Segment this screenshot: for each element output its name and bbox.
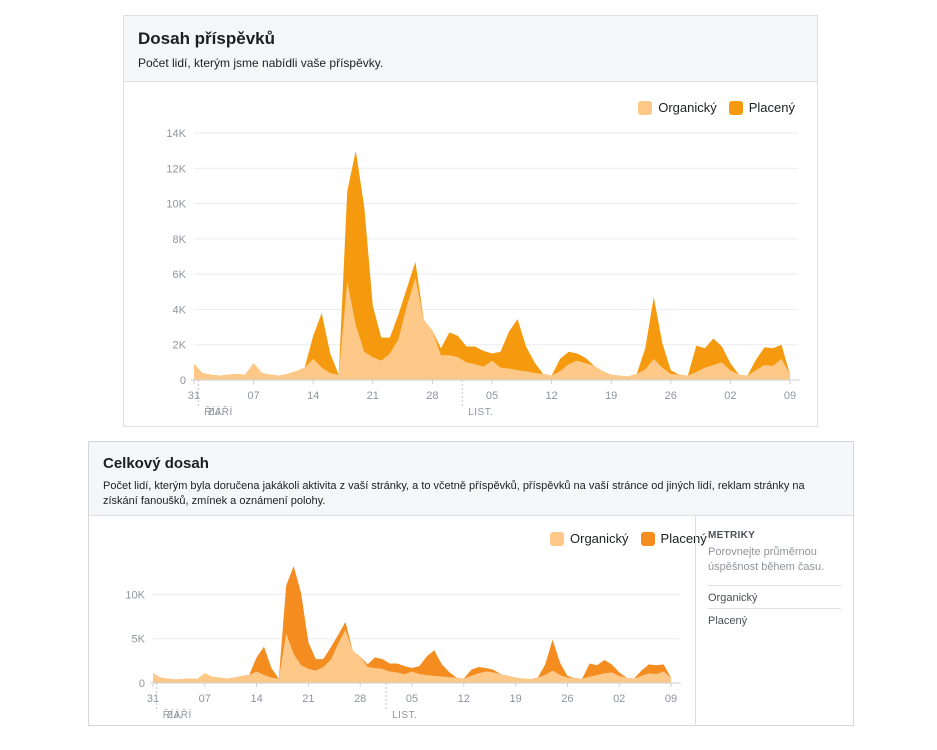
x-tick-label: 05	[486, 390, 498, 402]
y-tick-label: 14K	[166, 128, 186, 140]
y-tick-label: 0	[139, 678, 145, 690]
series-area-paid[interactable]	[153, 566, 671, 683]
x-tick-label: 21	[302, 693, 314, 705]
x-tick-label: 09	[784, 390, 796, 402]
series-area-paid[interactable]	[194, 150, 790, 380]
metrics-heading: METRIKY	[708, 530, 756, 541]
y-tick-label: 2K	[173, 340, 187, 352]
legend-swatch-paid	[640, 531, 655, 546]
month-label: ZÁŘÍ	[167, 708, 192, 721]
x-tick-label: 19	[509, 693, 521, 705]
post-reach-chart[interactable]: 0 2K 4K 6K 8K 10K 12K 14K 31 07 14 21 28 05 12 19 26 02 09…	[124, 16, 817, 426]
x-tick-label: 12	[458, 693, 470, 705]
x-tick-label: 14	[250, 693, 262, 705]
x-tick-label: 02	[613, 693, 625, 705]
x-tick-label: 12	[545, 390, 557, 402]
legend-swatch-organic	[550, 531, 564, 546]
legend-paid[interactable]: Placený	[728, 100, 795, 115]
panel-header: Dosah příspěvků Počet lidí, kterým jsme …	[124, 16, 817, 82]
legend-label-paid: Placený	[748, 100, 795, 115]
x-tick-label: 28	[426, 390, 438, 402]
month-label: LIST.	[468, 407, 493, 418]
month-label: ŘÍJ.	[163, 708, 183, 721]
panel-subtitle: Počet lidí, kterým jsme nabídli vaše pří…	[138, 56, 384, 70]
legend-swatch-organic	[638, 100, 653, 115]
total-reach-panel: Celkový dosah Počet lidí, kterým byla do…	[88, 441, 854, 726]
x-tick-label: 31	[147, 693, 159, 705]
month-label: ŘÍJ.	[204, 405, 224, 418]
metrics-sidebar: METRIKY Porovnejte průměrnou úspěšnost b…	[695, 516, 853, 726]
legend-organic[interactable]: Organický	[550, 531, 629, 546]
post-reach-panel: Dosah příspěvků Počet lidí, kterým jsme …	[123, 15, 818, 427]
panel-title: Dosah příspěvků	[138, 29, 275, 48]
y-tick-label: 12K	[166, 163, 186, 175]
x-tick-label: 28	[354, 693, 366, 705]
y-tick-label: 10K	[125, 589, 145, 601]
x-tick-label: 14	[307, 390, 319, 402]
y-tick-label: 4K	[173, 304, 187, 316]
y-tick-label: 6K	[173, 269, 187, 281]
panel-subtitle: Počet lidí, kterým byla doručena jakákol…	[103, 480, 805, 507]
metric-organic[interactable]: Organický	[708, 585, 841, 608]
y-tick-label: 8K	[173, 234, 187, 246]
series-area-organic[interactable]	[153, 629, 671, 683]
y-tick-label: 0	[180, 375, 186, 387]
x-tick-label: 02	[724, 390, 736, 402]
x-tick-label: 07	[247, 390, 259, 402]
x-tick-label: 07	[199, 693, 211, 705]
x-tick-label: 26	[561, 693, 573, 705]
metric-paid[interactable]: Placený	[708, 608, 841, 631]
legend-label-organic: Organický	[658, 100, 717, 115]
y-tick-label: 10K	[166, 199, 186, 211]
x-tick-label: 31	[188, 390, 200, 402]
y-tick-label: 5K	[132, 634, 146, 646]
panel-header: Celkový dosah Počet lidí, kterým byla do…	[89, 442, 853, 516]
x-tick-label: 21	[367, 390, 379, 402]
legend-label-organic: Organický	[570, 531, 629, 546]
month-label: LIST.	[392, 710, 417, 721]
x-tick-label: 19	[605, 390, 617, 402]
series-area-organic[interactable]	[194, 277, 790, 380]
x-tick-label: 26	[665, 390, 677, 402]
metrics-description: Porovnejte průměrnou úspěšnost během čas…	[708, 546, 825, 573]
chart-legend: Organický Placený	[626, 100, 795, 115]
x-tick-label: 05	[406, 693, 418, 705]
legend-swatch-paid	[728, 100, 743, 115]
x-tick-label: 09	[665, 693, 677, 705]
month-label: ZÁŘÍ	[208, 405, 233, 418]
panel-title: Celkový dosah	[103, 455, 209, 472]
legend-organic[interactable]: Organický	[638, 100, 717, 115]
